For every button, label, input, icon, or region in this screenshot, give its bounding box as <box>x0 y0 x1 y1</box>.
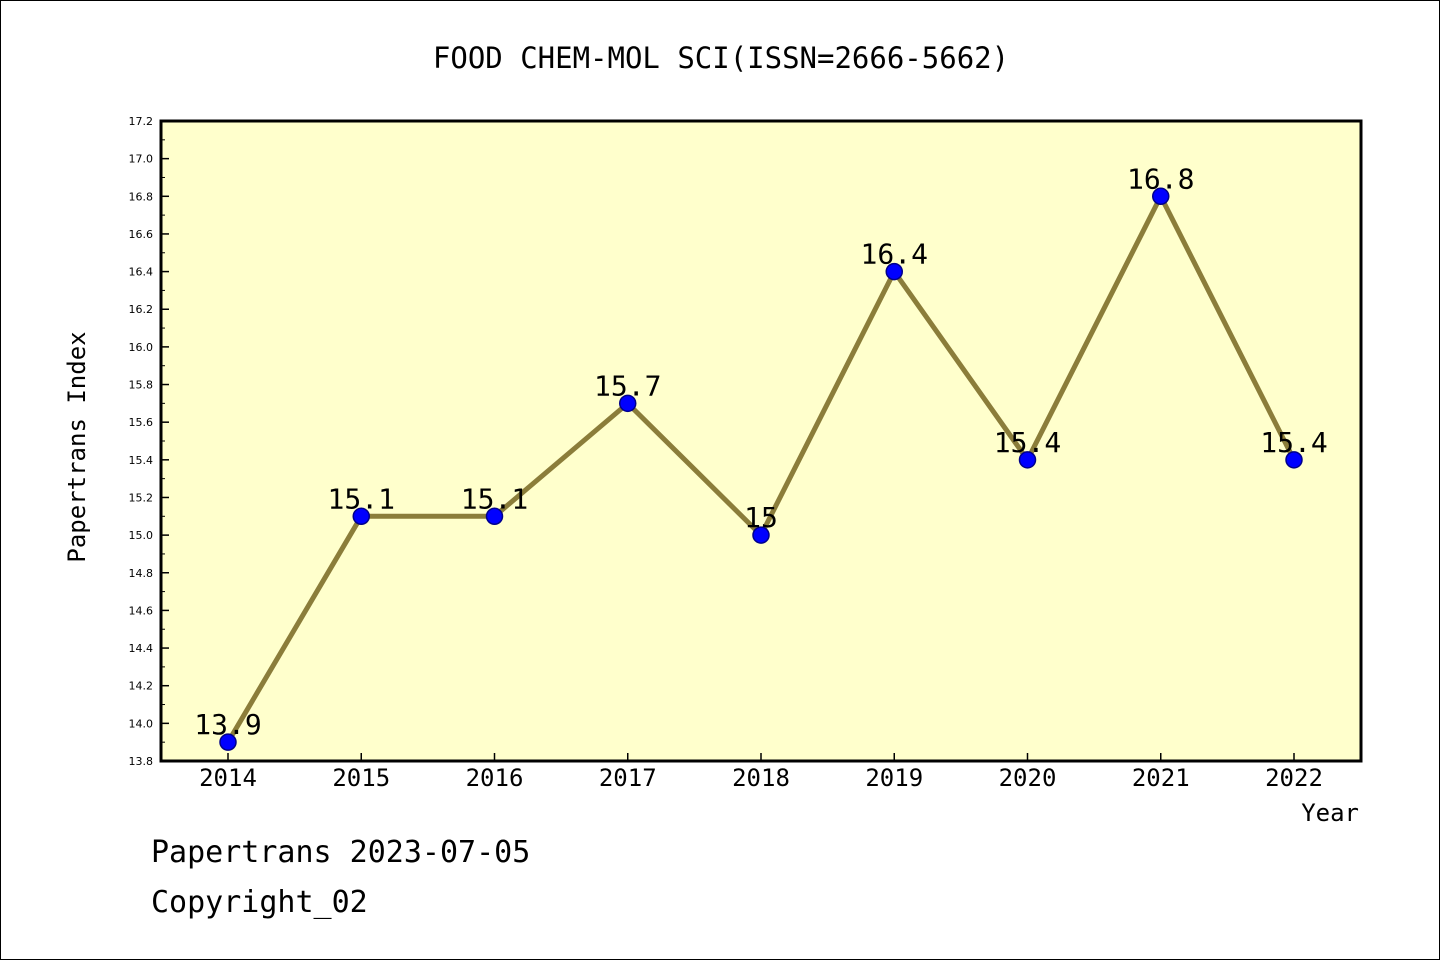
x-tick-label: 2021 <box>1132 764 1190 792</box>
plot-area <box>159 119 1363 763</box>
data-point <box>752 526 770 544</box>
data-point <box>619 394 637 413</box>
x-tick-label: 2019 <box>865 764 923 792</box>
y-tick-label: 14.4 <box>129 642 154 655</box>
data-label: 16.8 <box>1127 162 1194 195</box>
y-tick-label: 16.2 <box>129 303 154 316</box>
data-point <box>485 507 504 526</box>
data-point <box>1018 451 1037 469</box>
x-axis: 2014 2015 2016 2017 2018 2019 2020 2021 2022 <box>199 753 1323 792</box>
y-tick-label: 15.8 <box>129 379 154 392</box>
data-label: 13.9 <box>194 708 261 741</box>
y-tick-label: 14.2 <box>129 680 154 693</box>
x-tick-label: 2017 <box>599 764 657 792</box>
y-tick-label: 14.8 <box>129 567 154 580</box>
footer-date-line: Papertrans 2023-07-05 <box>151 835 531 870</box>
y-axis-label: Papertrans Index <box>63 331 91 562</box>
y-tick-label: 14.0 <box>129 717 154 730</box>
data-label: 15.4 <box>994 426 1061 459</box>
chart-title: FOOD CHEM-MOL SCI(ISSN=2666-5662) <box>433 41 1009 75</box>
x-tick-label: 2022 <box>1265 764 1323 792</box>
x-tick-label: 2014 <box>199 764 257 792</box>
data-label: 15.7 <box>594 369 661 402</box>
data-point <box>352 507 370 526</box>
x-axis-label: Year <box>1301 799 1359 827</box>
data-label: 15.4 <box>1260 426 1327 459</box>
y-tick-label: 15.6 <box>129 416 154 429</box>
y-tick-label: 14.6 <box>129 604 154 617</box>
data-labels: 13.9 15.1 15.1 15.7 15 16.4 15.4 16.8 15.4 <box>194 162 1327 741</box>
footer-copyright-line: Copyright_02 <box>151 885 368 920</box>
y-axis: 13.8 14.0 14.2 14.4 14.6 14.8 15.0 15.2 15.4 15.6… <box>129 115 169 768</box>
data-point <box>219 733 237 751</box>
y-tick-label: 13.8 <box>129 755 154 768</box>
data-point <box>885 262 903 281</box>
y-tick-label: 15.0 <box>129 529 154 542</box>
y-tick-label: 16.4 <box>129 266 154 279</box>
data-label: 16.4 <box>861 238 928 271</box>
data-label: 15.1 <box>461 482 528 515</box>
y-tick-label: 17.2 <box>129 115 154 128</box>
data-markers <box>219 187 1303 751</box>
y-tick-label: 15.4 <box>129 454 154 467</box>
x-tick-label: 2016 <box>466 764 524 792</box>
y-tick-label: 16.0 <box>129 341 154 354</box>
y-tick-label: 16.6 <box>129 228 154 241</box>
data-label: 15.1 <box>328 482 395 515</box>
y-tick-label: 16.8 <box>129 190 154 203</box>
data-point <box>1152 187 1170 206</box>
x-tick-label: 2020 <box>999 764 1057 792</box>
data-point <box>1285 451 1303 469</box>
x-tick-label: 2018 <box>732 764 790 792</box>
y-tick-label: 17.0 <box>129 153 154 166</box>
y-tick-label: 15.2 <box>129 491 154 504</box>
x-tick-label: 2015 <box>332 764 390 792</box>
data-label: 15 <box>744 501 778 534</box>
